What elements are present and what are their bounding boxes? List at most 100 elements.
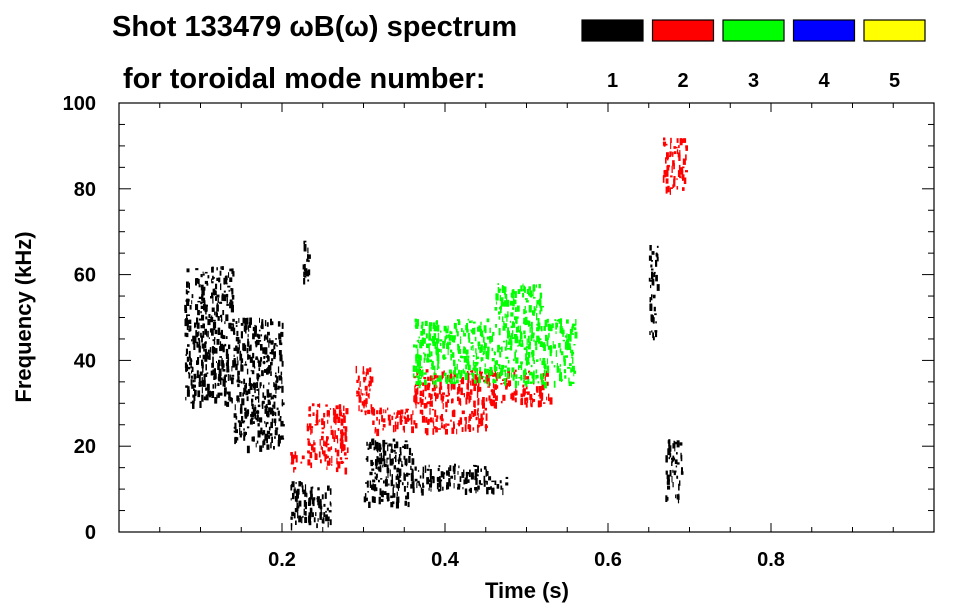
spectral-pixel — [274, 420, 276, 426]
y-tick-label: 60 — [74, 265, 96, 287]
spectral-pixel — [466, 361, 470, 366]
spectral-pixel — [198, 284, 201, 288]
spectral-pixel — [383, 450, 387, 456]
spectral-pixel — [511, 372, 513, 378]
spectral-pixel — [254, 412, 257, 419]
spectral-pixel — [429, 401, 433, 407]
spectral-pixel — [208, 337, 210, 339]
spectral-pixel — [244, 414, 248, 419]
spectral-pixel — [327, 521, 329, 528]
spectral-pixel — [212, 288, 215, 295]
spectral-pixel — [413, 420, 416, 425]
spectral-pixel — [271, 340, 273, 343]
spectral-pixel — [344, 457, 348, 460]
spectral-pixel — [421, 321, 424, 326]
spectral-pixel — [470, 380, 472, 386]
spectral-pixel — [243, 428, 245, 431]
spectral-pixel — [247, 354, 251, 359]
spectral-pixel — [511, 332, 514, 340]
spectral-pixel — [542, 392, 544, 400]
spectral-pixel — [485, 424, 487, 432]
spectral-pixel — [459, 476, 462, 482]
spectral-pixel — [545, 381, 549, 386]
spectral-pixel — [448, 374, 450, 382]
spectral-pixel — [317, 487, 320, 491]
spectral-pixel — [257, 423, 260, 427]
spectral-pixel — [529, 289, 531, 294]
spectral-pixel — [404, 440, 408, 443]
spectral-pixel — [191, 294, 194, 299]
spectral-pixel — [547, 358, 549, 365]
spectral-pixel — [393, 484, 395, 488]
spectral-pixel — [266, 392, 270, 398]
spectral-pixel — [341, 447, 343, 453]
spectral-pixel — [673, 441, 676, 448]
spectral-pixel — [426, 479, 430, 482]
spectral-pixel — [559, 325, 562, 333]
spectral-pixel — [543, 369, 546, 377]
spectral-pixel — [375, 487, 378, 492]
spectral-pixel — [269, 401, 271, 405]
spectral-pixel — [186, 356, 190, 362]
spectral-pixel — [307, 440, 310, 446]
spectral-pixel — [482, 376, 485, 378]
spectral-pixel — [358, 387, 360, 391]
spectral-pixel — [527, 351, 531, 358]
spectral-pixel — [676, 452, 678, 455]
spectral-pixel — [219, 356, 222, 358]
spectral-pixel — [495, 401, 497, 409]
spectral-pixel — [497, 283, 499, 285]
spectral-pixel — [228, 344, 231, 350]
spectral-pixel — [485, 397, 488, 402]
spectral-pixel — [672, 184, 675, 188]
spectral-pixel — [225, 275, 228, 281]
spectral-pixel — [410, 475, 414, 482]
spectral-pixel — [663, 137, 666, 141]
spectral-pixel — [441, 371, 444, 379]
spectral-pixel — [191, 339, 193, 342]
spectral-pixel — [457, 349, 462, 354]
spectral-pixel — [477, 381, 480, 387]
spectral-pixel — [538, 283, 541, 289]
spectral-pixel — [358, 394, 361, 399]
spectral-pixel — [198, 331, 200, 336]
spectral-pixel — [507, 359, 510, 364]
spectral-pixel — [505, 356, 509, 359]
spectral-pixel — [488, 382, 491, 386]
spectral-pixel — [401, 464, 404, 467]
spectral-pixel — [471, 372, 474, 377]
mode-1-region-3 — [290, 481, 332, 531]
spectral-pixel — [501, 316, 504, 322]
mode-1-region-7 — [486, 476, 509, 496]
spectral-pixel — [406, 485, 409, 488]
spectral-pixel — [427, 382, 431, 386]
spectral-pixel — [539, 305, 541, 308]
spectral-pixel — [310, 486, 313, 494]
spectral-pixel — [342, 431, 344, 435]
spectral-pixel — [344, 432, 347, 439]
spectral-pixel — [467, 355, 469, 358]
spectral-pixel — [523, 370, 525, 373]
spectral-pixel — [301, 516, 303, 524]
spectral-pixel — [515, 358, 518, 364]
spectral-pixel — [682, 166, 685, 169]
spectral-pixel — [246, 445, 250, 454]
spectral-pixel — [318, 502, 320, 509]
spectral-pixel — [446, 423, 450, 426]
spectral-pixel — [457, 320, 461, 326]
spectral-pixel — [336, 449, 340, 457]
spectral-pixel — [470, 342, 474, 344]
spectral-pixel — [648, 255, 652, 261]
spectral-pixel — [523, 285, 525, 291]
spectral-pixel — [277, 439, 280, 447]
spectral-pixel — [400, 451, 402, 456]
spectral-pixel — [191, 300, 193, 305]
spectral-pixel — [244, 384, 247, 391]
spectral-pixel — [326, 466, 328, 470]
spectral-pixel — [311, 513, 314, 516]
spectral-pixel — [202, 273, 205, 276]
spectral-pixel — [331, 463, 333, 466]
spectral-pixel — [436, 415, 439, 419]
spectral-pixel — [415, 403, 417, 409]
spectral-pixel — [270, 407, 273, 414]
